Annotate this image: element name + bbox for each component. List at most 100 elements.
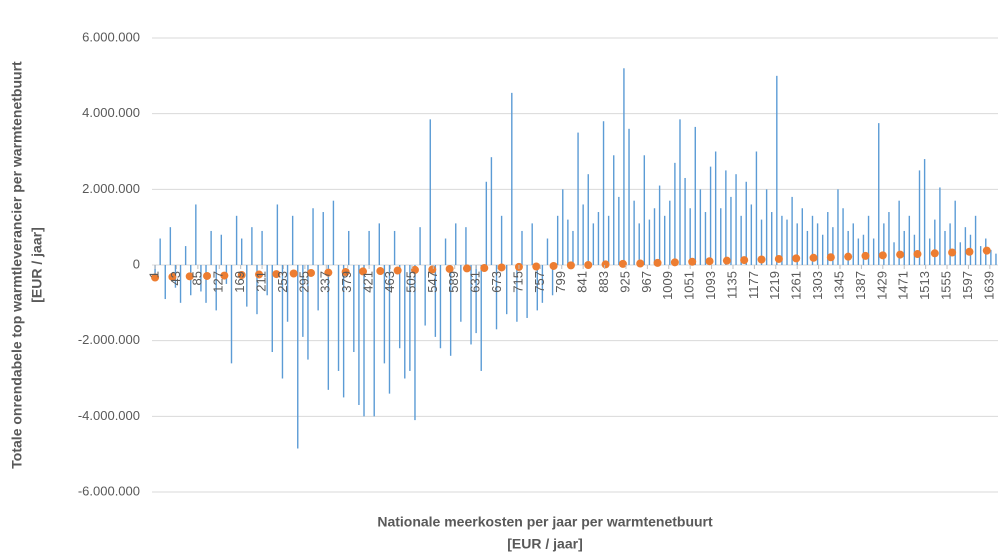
bar — [266, 265, 268, 296]
x-tick-label: 85 — [189, 271, 204, 285]
x-tick-label: 1051 — [682, 271, 697, 300]
bar — [317, 265, 319, 311]
bar — [781, 215, 783, 265]
dot — [445, 264, 454, 273]
bar — [291, 215, 294, 265]
x-tick-label: 1429 — [874, 271, 889, 300]
dot — [151, 273, 160, 282]
bar — [776, 75, 778, 265]
dot — [896, 250, 905, 259]
bar — [546, 238, 549, 265]
bar — [424, 265, 426, 326]
bar — [551, 265, 554, 296]
bar — [572, 230, 574, 265]
bar — [669, 200, 671, 265]
bar — [837, 189, 839, 265]
bar — [602, 121, 605, 265]
bar — [949, 223, 951, 265]
bar — [786, 219, 788, 265]
bar — [332, 200, 335, 265]
bar — [888, 212, 890, 265]
bar — [842, 208, 844, 265]
bar — [439, 265, 442, 349]
y-axis-title: [EUR / jaar] — [29, 227, 45, 302]
bar — [944, 230, 946, 265]
y-axis-title: Totale onrendabele top warmtleverancier … — [9, 61, 25, 469]
bar — [337, 265, 340, 371]
dot — [740, 256, 749, 265]
bar — [358, 265, 360, 405]
x-tick-label: 883 — [596, 271, 611, 293]
bar — [261, 230, 263, 265]
dot — [393, 266, 402, 275]
bar — [653, 208, 656, 265]
bar — [444, 238, 447, 265]
bar — [618, 196, 620, 265]
dot — [878, 251, 887, 260]
bar — [857, 238, 860, 265]
dot — [965, 247, 974, 256]
bar — [740, 215, 742, 265]
bar — [597, 212, 600, 265]
x-tick-label: 1471 — [896, 271, 911, 300]
bar — [663, 215, 666, 265]
bar — [383, 265, 386, 364]
bar — [903, 230, 905, 265]
bar — [230, 265, 233, 364]
bar — [811, 215, 814, 265]
dot — [307, 268, 316, 277]
bar — [368, 230, 370, 265]
bar — [913, 234, 916, 265]
bar — [567, 219, 569, 265]
bar — [322, 212, 324, 265]
y-tick-label: 2.000.000 — [82, 181, 140, 196]
dot — [566, 261, 575, 270]
dot — [653, 258, 662, 267]
bar — [995, 253, 997, 265]
bar — [531, 223, 533, 265]
dot — [670, 258, 679, 267]
bar — [613, 155, 615, 265]
x-tick-label: 1555 — [938, 271, 953, 300]
bar — [286, 265, 289, 322]
bar — [587, 174, 589, 265]
bar — [271, 265, 273, 353]
dot — [341, 267, 350, 276]
bar — [592, 223, 595, 265]
bar — [164, 265, 166, 300]
bar — [577, 132, 579, 265]
bar — [398, 265, 401, 349]
bar — [898, 200, 900, 265]
bar — [281, 265, 284, 379]
bar — [215, 265, 217, 311]
bar — [521, 230, 523, 265]
dot — [324, 268, 333, 277]
dot — [618, 259, 627, 268]
x-tick-label: 1513 — [917, 271, 932, 300]
dot — [705, 257, 714, 266]
bar — [750, 204, 753, 265]
dot — [480, 264, 489, 273]
dot — [237, 271, 246, 280]
bar — [485, 181, 488, 265]
bar — [465, 227, 467, 265]
bar — [210, 230, 212, 265]
bar — [429, 119, 431, 265]
x-tick-label: 799 — [553, 271, 568, 293]
dot — [185, 272, 194, 281]
dot — [255, 270, 264, 279]
bar — [195, 204, 197, 265]
bar — [964, 227, 967, 265]
bar — [893, 242, 895, 265]
y-tick-label: 4.000.000 — [82, 105, 140, 120]
bar — [154, 265, 156, 277]
bar — [495, 265, 498, 330]
dot — [809, 253, 818, 262]
bar — [516, 265, 518, 322]
dot — [722, 256, 731, 265]
bar — [679, 119, 681, 265]
bar — [302, 265, 304, 337]
dot — [844, 252, 853, 261]
x-axis-title: Nationale meerkosten per jaar per warmte… — [377, 514, 713, 530]
x-tick-label: 715 — [510, 271, 525, 293]
